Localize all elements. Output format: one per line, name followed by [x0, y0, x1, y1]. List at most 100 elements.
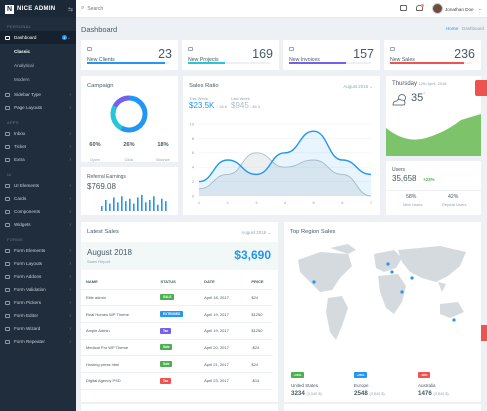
chevron-down-icon: ⌄ [66, 34, 71, 41]
y-tick-label: 10 [190, 121, 195, 126]
sidebar-item-form-elements[interactable]: Form Elements › [0, 244, 76, 257]
stat-value: 157 [353, 47, 374, 61]
table-row[interactable]: Medical Pro WP Theme Sale April 20, 2017 -$… [79, 339, 273, 357]
sidebar-item-cards[interactable]: Cards › [0, 192, 76, 205]
chevron-right-icon: › [69, 260, 71, 267]
table-row[interactable]: Elite admin SALE April 18, 2017 $24 [79, 289, 273, 307]
sidebar-item-label: Form Elements [14, 248, 46, 253]
chevron-right-icon: › [69, 273, 71, 280]
chevron-right-icon: › [69, 338, 71, 345]
search-input[interactable] [87, 5, 238, 12]
sidebar-sub-analytical[interactable]: Analytical [14, 62, 34, 68]
referral-bar [117, 202, 119, 211]
sidebar-icon [5, 92, 10, 97]
sidebar-item-sidebar-type[interactable]: Sidebar Type › [0, 88, 76, 101]
settings-tab[interactable] [475, 80, 487, 96]
sidebar-item-form-repeater[interactable]: Form Repeater › [0, 335, 76, 348]
stat-progress [188, 62, 270, 64]
campaign-stat-bounce: 18% Bounce [156, 142, 170, 162]
sidebar-item-form-addons[interactable]: Form Addons › [0, 270, 76, 283]
weather-chart [386, 114, 481, 156]
form-addons-icon [5, 274, 10, 279]
table-row[interactable]: Ample Admin Tax April 19, 2017 $1250 [79, 322, 273, 340]
avatar[interactable] [432, 3, 443, 14]
region-value: 1476 (3,540 $) [418, 390, 449, 397]
referral-bar [153, 196, 155, 211]
campaign-card: Campaign 60% Open 26% Click 18% Bounce [81, 76, 178, 162]
ticket-icon [5, 144, 10, 149]
region-badge: +56% [291, 372, 304, 378]
world-map [298, 244, 466, 340]
menu-toggle-icon[interactable]: ⇆ [67, 6, 73, 13]
region-stat-united-states: +56% United States 3234 (3,540 $) [291, 363, 322, 397]
sidebar-item-label: Form Validation [14, 287, 46, 292]
brand[interactable]: N NICE ADMIN ⇆ [0, 0, 76, 18]
sidebar-item-page-layouts[interactable]: Page Layouts › [0, 101, 76, 114]
user-name[interactable]: Jonathan Doe [445, 6, 474, 12]
period-dropdown[interactable]: August 2018 ⌄ [241, 230, 271, 235]
region-name: Europe [354, 383, 369, 388]
stat-progress [289, 62, 371, 64]
row-name: Elite admin [79, 289, 154, 307]
breadcrumb-current: Dashboard [462, 26, 485, 31]
row-date: April 19, 2017 [197, 305, 245, 323]
weather-title: Thursday 12th April, 2018 [392, 81, 447, 87]
status-badge: EXTENDED [160, 311, 183, 318]
series-line [198, 152, 372, 197]
sidebar-item-ticket[interactable]: Ticket › [0, 140, 76, 153]
sidebar-item-dashboard[interactable]: Dashboard 4 ⌄ [0, 31, 76, 44]
row-price: $1250 [244, 305, 273, 323]
extra-icon [5, 157, 10, 162]
sidebar-sub-modern[interactable]: Modern [14, 76, 30, 82]
table-row[interactable]: Real Homes WP Theme EXTENDED April 19, 201… [79, 305, 273, 323]
map-marker [400, 290, 404, 294]
sidebar-item-form-wizard[interactable]: Form Wizard › [0, 322, 76, 335]
card-title: Users [392, 167, 406, 173]
x-tick-label: 6 [341, 200, 344, 205]
sidebar-item-form-pickers[interactable]: Form Pickers › [0, 296, 76, 309]
sidebar-item-label: Form Layouts [14, 261, 43, 266]
bell-icon[interactable] [416, 5, 423, 11]
sidebar-item-label: UI Elements [14, 183, 40, 188]
period-dropdown[interactable]: August 2018 ⌄ [343, 84, 373, 89]
referral-bar [101, 206, 103, 211]
row-date: April 21, 2017 [197, 355, 245, 373]
chevron-down-icon[interactable]: ⌄ [478, 6, 482, 11]
region-name: United States [291, 383, 319, 388]
stat-card-new-invoices: New Invoices 157 [283, 40, 380, 70]
sidebar-item-ui-elements[interactable]: UI Elements › [0, 179, 76, 192]
table-row[interactable]: Digital Agency PSD Tax April 23, 2017 -$14 [79, 372, 273, 390]
report-value: $3,690 [234, 248, 271, 262]
table-row[interactable]: Hosting press html Sale April 21, 2017 $24 [79, 355, 273, 373]
last-week-change: ↓ 46.3 [249, 104, 260, 109]
sidebar-sub-classic[interactable]: Classic [14, 48, 31, 54]
referral-bar [161, 198, 163, 211]
region-name: Australia [418, 383, 436, 388]
referral-bar [133, 203, 135, 211]
chevron-right-icon: › [69, 91, 71, 98]
chevron-right-icon: › [69, 182, 71, 189]
sidebar-item-inbox[interactable]: Inbox › [0, 127, 76, 140]
mail-icon[interactable] [400, 5, 407, 11]
chevron-right-icon: › [69, 156, 71, 163]
sidebar-item-form-editor[interactable]: Form Editor › [0, 309, 76, 322]
sidebar-item-label: Cards [14, 196, 27, 201]
search-icon[interactable]: ⌕ [81, 5, 85, 11]
breadcrumb-home[interactable]: Home [446, 26, 459, 31]
this-week-value: $23.5K [189, 101, 215, 110]
referral-bar [129, 198, 131, 211]
sidebar-item-components[interactable]: Components › [0, 205, 76, 218]
sidebar-item-label: Extra [14, 157, 25, 162]
sidebar-item-form-layouts[interactable]: Form Layouts › [0, 257, 76, 270]
stat-label: New Sales [390, 57, 415, 63]
row-name: Hosting press html [79, 355, 154, 373]
sidebar-item-widgets[interactable]: Widgets › [0, 218, 76, 231]
sidebar-item-form-validation[interactable]: Form Validation › [0, 283, 76, 296]
stat-card-new-projects: New Projects 169 [182, 40, 279, 70]
x-tick-label: 2 [227, 200, 230, 205]
sidebar-item-label: Sidebar Type [14, 92, 41, 97]
sidebar-item-extra[interactable]: Extra › [0, 153, 76, 166]
stat-label: New Projects [188, 57, 219, 63]
stat-icon [289, 47, 294, 51]
last-week-label: Last Week [231, 96, 250, 101]
